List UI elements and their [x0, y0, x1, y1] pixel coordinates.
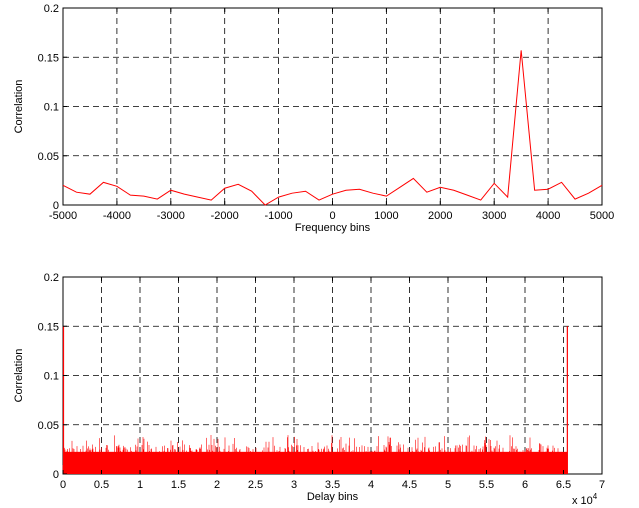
x-tick-label: 4	[368, 479, 374, 491]
y-tick-label: 0.2	[44, 3, 59, 15]
series-lines	[62, 326, 568, 474]
y-tick-label: 0.1	[44, 371, 59, 383]
x-tick-label: 6	[522, 479, 528, 491]
x-tick-label: 0.5	[94, 479, 109, 491]
x-tick-label: 0	[329, 210, 335, 222]
x-axis-multiplier-base: x 10	[572, 495, 593, 507]
x-tick-label: -5000	[49, 210, 77, 222]
x-tick-label: 2000	[428, 210, 452, 222]
delay-correlation-plot: 0 0.5 1 1.5 2 2.5 3 3.5 4 4.5 5 5.5 6 6.5 7 0 0.05 0.1 0.…	[13, 272, 605, 507]
y-tick-label: 0.15	[38, 52, 59, 64]
y-tick-label: 0	[53, 200, 59, 212]
x-axis-label: Delay bins	[307, 491, 359, 503]
series-lines	[62, 50, 603, 206]
x-tick-label: 1.5	[171, 479, 186, 491]
x-axis-multiplier-exponent: 4	[593, 492, 598, 501]
x-tick-label: 0	[60, 479, 66, 491]
x-tick-labels: 0 0.5 1 1.5 2 2.5 3 3.5 4 4.5 5 5.5 6 6.5 7	[60, 277, 605, 491]
y-tick-label: 0.1	[44, 102, 59, 114]
y-tick-labels: 0 0.05 0.1 0.15 0.2	[38, 272, 602, 481]
x-axis-label: Frequency bins	[295, 222, 371, 234]
x-tick-label: 3000	[482, 210, 506, 222]
x-tick-label: 2	[214, 479, 220, 491]
y-axis-label: Correlation	[13, 349, 25, 403]
frequency-correlation-plot: -5000 -4000 -3000 -2000 -1000 0 1000 2000 3000 40…	[13, 3, 614, 234]
series-line	[62, 50, 603, 206]
x-tick-label: 3.5	[325, 479, 340, 491]
x-tick-label: 1	[137, 479, 143, 491]
y-tick-label: 0.05	[38, 151, 59, 163]
x-tick-label: -3000	[157, 210, 185, 222]
x-tick-label: 7	[599, 479, 605, 491]
x-tick-label: 5.5	[479, 479, 494, 491]
y-tick-label: 0.05	[38, 420, 59, 432]
x-axis-multiplier: x 104	[572, 492, 598, 507]
grid-lines	[63, 8, 602, 205]
x-tick-label: 6.5	[556, 479, 571, 491]
y-axis-label: Correlation	[13, 80, 25, 134]
y-tick-label: 0.2	[44, 272, 59, 284]
x-tick-label: 1000	[374, 210, 398, 222]
x-tick-labels: -5000 -4000 -3000 -2000 -1000 0 1000 2000 3000 40…	[49, 8, 614, 222]
x-tick-label: 2.5	[248, 479, 263, 491]
x-tick-label: -2000	[211, 210, 239, 222]
y-tick-label: 0	[53, 469, 59, 481]
x-tick-label: 3	[291, 479, 297, 491]
x-tick-label: -4000	[103, 210, 131, 222]
x-tick-label: 5	[445, 479, 451, 491]
y-tick-labels: 0 0.05 0.1 0.15 0.2	[38, 3, 602, 212]
x-tick-label: -1000	[265, 210, 293, 222]
y-tick-label: 0.15	[38, 321, 59, 333]
x-tick-label: 5000	[590, 210, 614, 222]
series-noise-band	[63, 451, 568, 474]
x-tick-label: 4.5	[402, 479, 417, 491]
grid-lines	[63, 277, 602, 474]
x-tick-label: 4000	[536, 210, 560, 222]
